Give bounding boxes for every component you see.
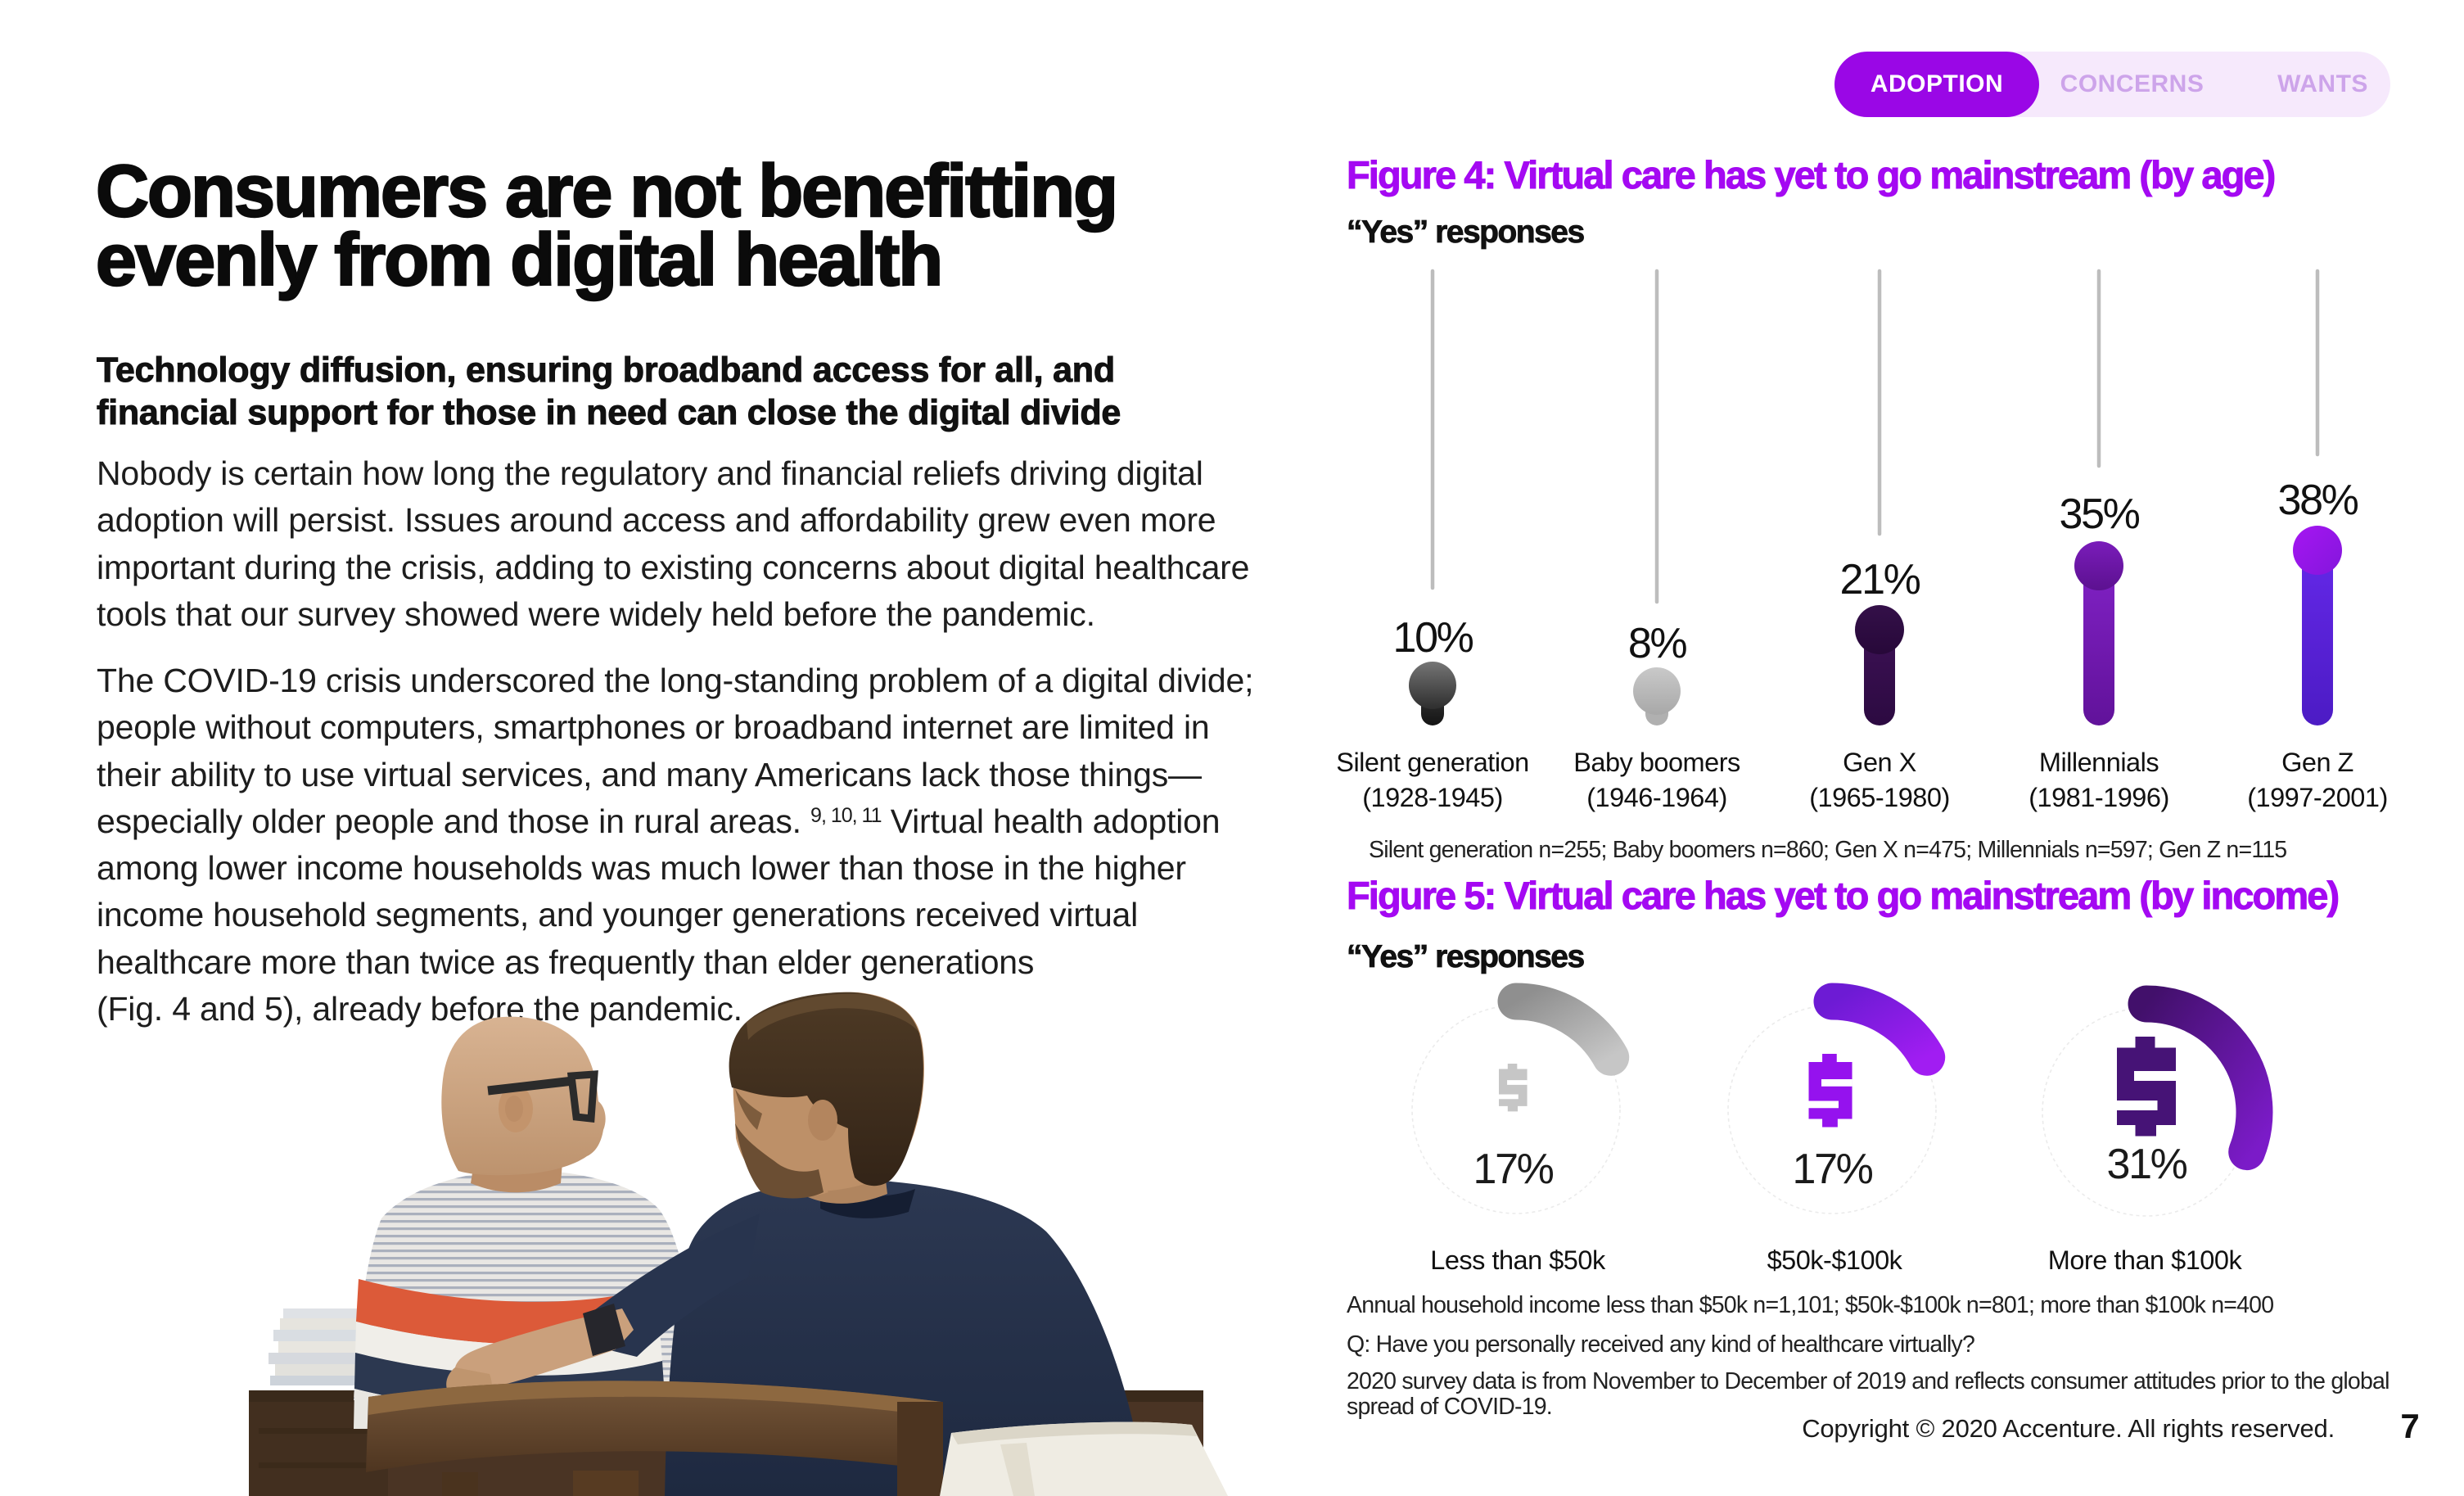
svg-text:(1946-1964): (1946-1964) xyxy=(1586,783,1727,812)
svg-text:Q: Have you personally receive: Q: Have you personally received any kind… xyxy=(1347,1331,1974,1358)
svg-text:2020 survey data is from Novem: 2020 survey data is from November to Dec… xyxy=(1347,1368,2390,1394)
svg-text:Less than $50k: Less than $50k xyxy=(1430,1245,1606,1275)
svg-text:10%: 10% xyxy=(1393,614,1473,662)
svg-text:(1981-1996): (1981-1996) xyxy=(2029,783,2169,812)
svg-text:Silent generation: Silent generation xyxy=(1336,748,1528,777)
svg-text:Silent generation n=255; Baby: Silent generation n=255; Baby boomers n=… xyxy=(1369,837,2286,863)
svg-text:31%: 31% xyxy=(2107,1141,2187,1188)
svg-text:(1997-2001): (1997-2001) xyxy=(2247,783,2388,812)
svg-text:Gen Z: Gen Z xyxy=(2281,748,2353,777)
svg-text:21%: 21% xyxy=(1840,556,1920,603)
svg-text:38%: 38% xyxy=(2278,477,2358,524)
svg-text:Annual household income less t: Annual household income less than $50k n… xyxy=(1347,1292,2273,1318)
svg-text:spread of COVID-19.: spread of COVID-19. xyxy=(1347,1394,1552,1420)
svg-text:7: 7 xyxy=(2400,1407,2419,1445)
svg-text:More than $100k: More than $100k xyxy=(2048,1245,2243,1275)
svg-text:$50k-$100k: $50k-$100k xyxy=(1767,1245,1903,1275)
svg-text:35%: 35% xyxy=(2060,490,2140,538)
svg-text:8%: 8% xyxy=(1628,620,1687,667)
svg-text:Baby boomers: Baby boomers xyxy=(1573,748,1740,777)
svg-text:17%: 17% xyxy=(1473,1146,1554,1193)
svg-text:17%: 17% xyxy=(1793,1146,1873,1193)
svg-text:Millennials: Millennials xyxy=(2039,748,2159,777)
svg-text:Gen X: Gen X xyxy=(1843,748,1916,777)
svg-text:(1928-1945): (1928-1945) xyxy=(1362,783,1503,812)
svg-text:Copyright © 2020 Accenture. Al: Copyright © 2020 Accenture. All rights r… xyxy=(1802,1414,2335,1443)
svg-text:(1965-1980): (1965-1980) xyxy=(1809,783,1950,812)
